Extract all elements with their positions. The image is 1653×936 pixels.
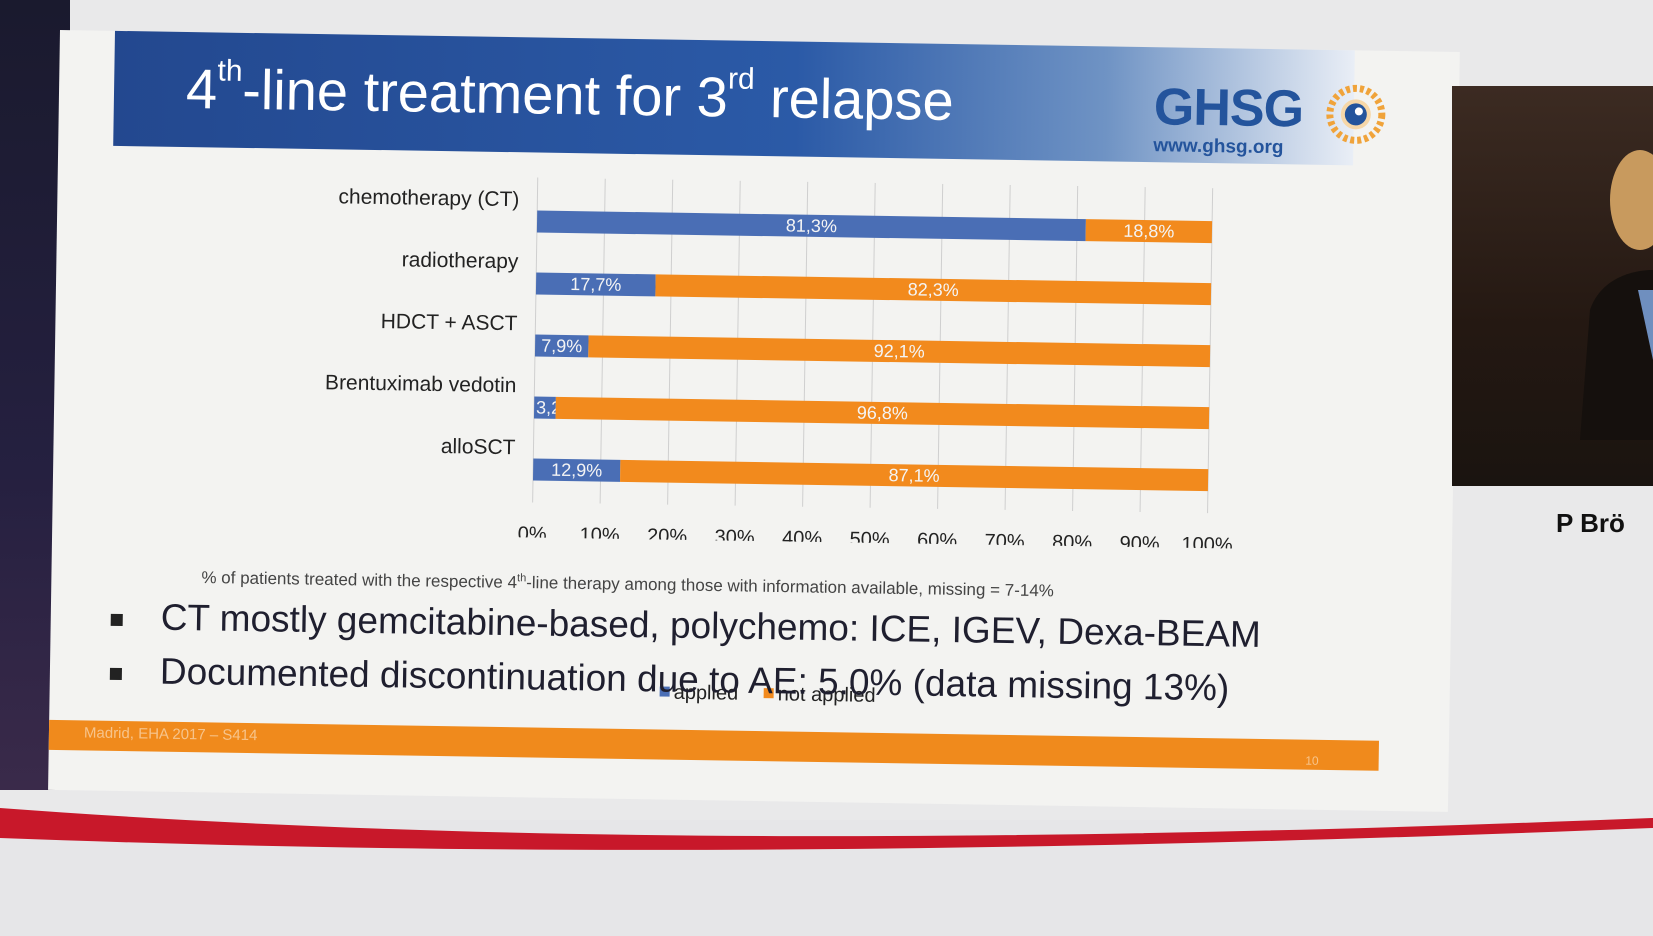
x-tick-label: 70%	[984, 531, 1025, 550]
category-label: chemotherapy (CT)	[338, 185, 519, 211]
x-tick-label: 90%	[1119, 533, 1160, 550]
bar-not-applied	[655, 274, 1212, 306]
x-tick-label: 50%	[849, 528, 890, 549]
x-tick-label: 20%	[647, 525, 688, 548]
data-label: 17,7%	[570, 274, 621, 295]
speaker-video	[1452, 86, 1653, 486]
category-label: HDCT + ASCT	[381, 310, 518, 335]
data-label: 7,9%	[541, 336, 582, 357]
footer-text: Madrid, EHA 2017 – S414	[83, 724, 258, 745]
logo-name: GHSG	[1153, 78, 1304, 139]
data-label: 87,1%	[888, 465, 939, 486]
speaker-name: P Brö	[1556, 508, 1625, 538]
data-label: 82,3%	[908, 279, 959, 300]
red-swoosh	[0, 808, 1653, 850]
x-tick-label: 80%	[1052, 532, 1093, 550]
slide-title: 4th-line treatment for 3rd relapse	[185, 54, 955, 133]
x-tick-label: 30%	[714, 526, 755, 549]
data-label: 18,8%	[1123, 221, 1174, 242]
bar-applied	[535, 272, 656, 297]
bullet-square-icon	[110, 613, 123, 627]
chart-footnote: % of patients treated with the respectiv…	[201, 567, 1055, 601]
x-tick-label: 0%	[518, 523, 547, 545]
bullet-item: Documented discontinuation due to AE: 5.…	[109, 650, 1230, 708]
bar-applied	[533, 396, 556, 419]
logo-sun-icon	[1326, 84, 1386, 144]
stacked-bar-chart: 0% 10% 20% 30% 40% 50% 60% 70% 80% 90% 100% chemoth…	[92, 171, 1328, 707]
data-label: 81,3%	[786, 215, 837, 236]
x-tick-label: 100%	[1181, 534, 1233, 550]
bullet-list: CT mostly gemcitabine-based, polychemo: …	[109, 596, 1261, 708]
slide: 4th-line treatment for 3rd relapse GHSG …	[48, 30, 1460, 812]
category-label: alloSCT	[441, 435, 516, 459]
chart-svg: 0% 10% 20% 30% 40% 50% 60% 70% 80% 90% 100% chemoth…	[325, 177, 1233, 550]
bar-not-applied	[555, 396, 1210, 430]
bar-not-applied	[1085, 219, 1213, 244]
logo-url: www.ghsg.org	[1153, 135, 1284, 159]
bar-not-applied	[588, 335, 1211, 368]
bar-applied	[532, 458, 621, 482]
category-label: radiotherapy	[402, 248, 520, 273]
bar-not-applied	[620, 459, 1209, 492]
speaker-image	[1580, 150, 1653, 440]
bar-applied	[536, 210, 1086, 242]
title-bar: 4th-line treatment for 3rd relapse GHSG …	[113, 30, 1386, 166]
footer-bar: Madrid, EHA 2017 – S414 10	[48, 719, 1379, 771]
data-label: 12,9%	[551, 460, 602, 481]
bullet-item: CT mostly gemcitabine-based, polychemo: …	[110, 596, 1261, 655]
data-label: 96,8%	[857, 403, 908, 424]
ghsg-logo: GHSG www.ghsg.org	[1153, 77, 1394, 171]
x-tick-label: 10%	[579, 524, 620, 547]
category-label: Brentuximab vedotin	[325, 371, 517, 397]
bullet-square-icon	[109, 667, 122, 681]
data-label: 92,1%	[874, 341, 925, 362]
x-tick-label: 60%	[917, 530, 958, 550]
x-tick-label: 40%	[782, 527, 823, 549]
page-number: 10	[1305, 753, 1319, 768]
bar-applied	[534, 334, 589, 358]
